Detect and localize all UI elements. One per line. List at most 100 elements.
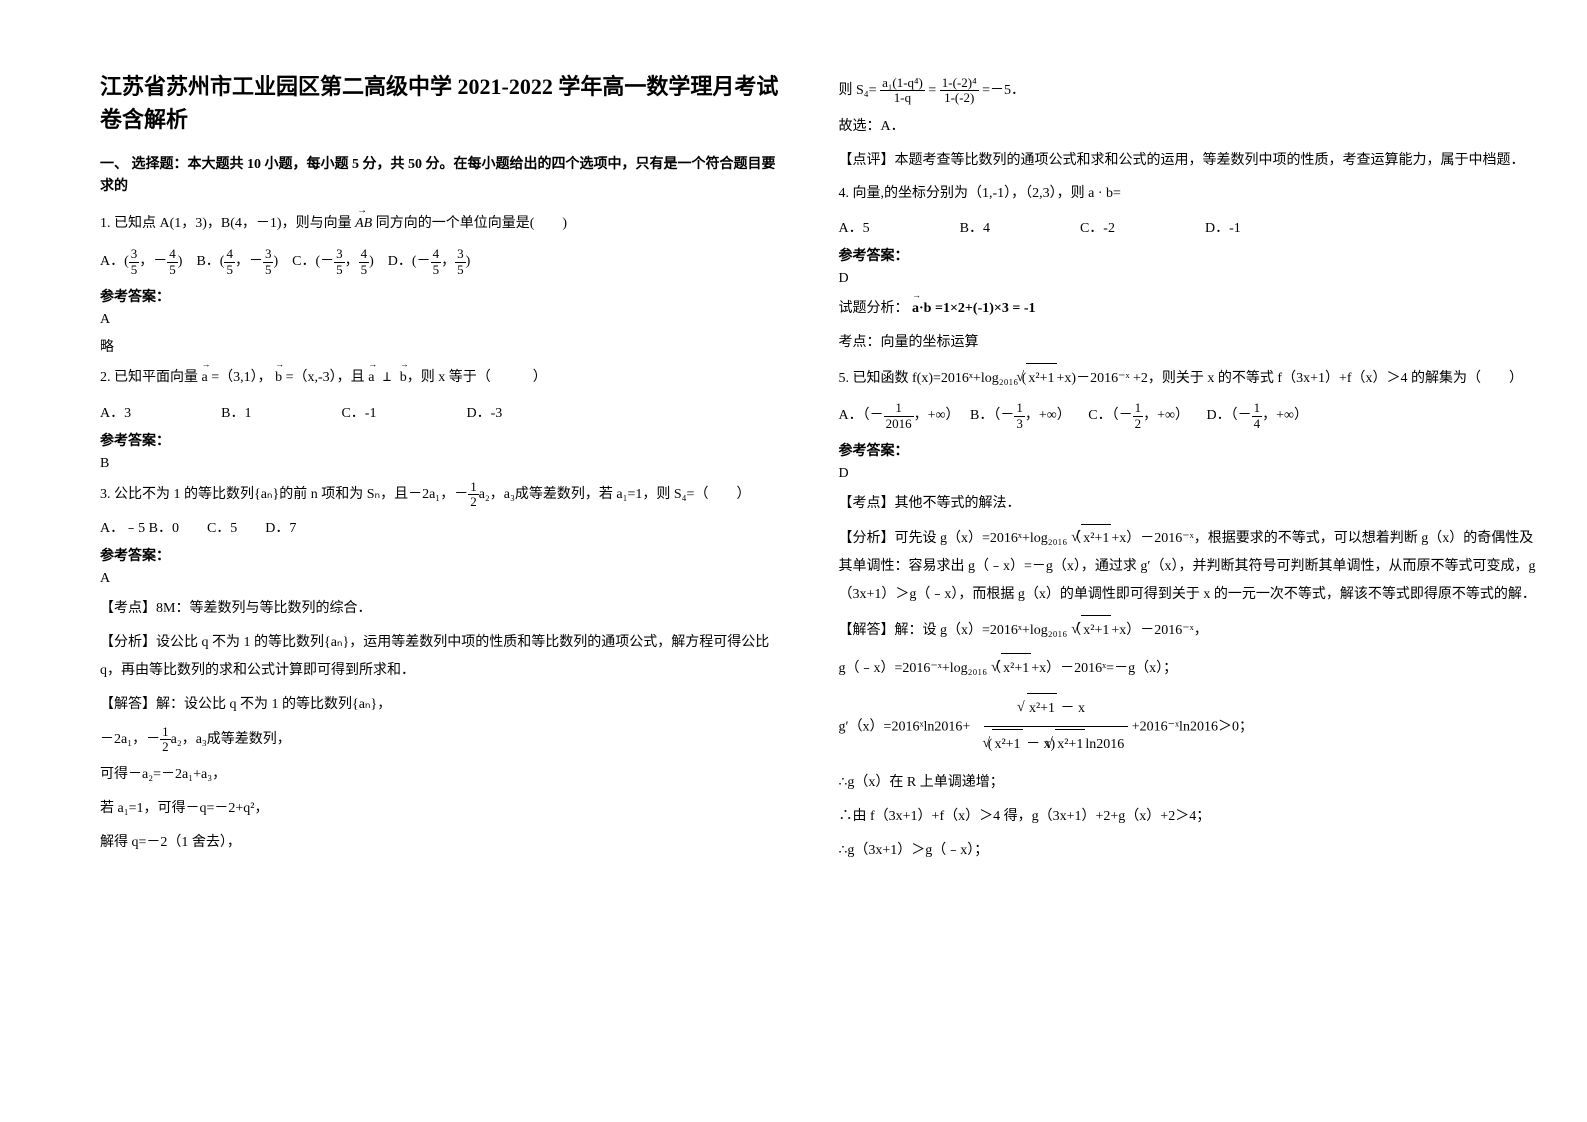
q1-stem: 1. 已知点 A(1，3)，B(4，－1)，则与向量: [100, 216, 352, 231]
frac-den: 5: [334, 263, 345, 277]
q1-stem-tail: 同方向的一个单位向量是( ): [376, 216, 567, 231]
q4-answer: D: [839, 271, 1538, 287]
frac-den: 5: [263, 263, 274, 277]
txt: ln2016: [1085, 737, 1124, 752]
vec-ab-dot: a·b: [912, 295, 931, 323]
answer-label: 参考答案：: [100, 545, 779, 565]
q5-solve-2: g（﹣x）=2016⁻ˣ+log₂₀₁₆（x²+1+x）－2016ˣ=－g（x）…: [839, 653, 1538, 685]
q1-answer: A: [100, 312, 779, 328]
select-a: 故选：A．: [839, 113, 1538, 141]
q5-solve-4: ∴g（x）在 R 上单调递增；: [839, 769, 1538, 797]
frac-den: 5: [431, 263, 442, 277]
eq: =（3,1），: [208, 370, 272, 385]
frac-num: 4: [431, 247, 442, 262]
txt: =－5．: [982, 83, 1025, 98]
q3-solve-1: 【解答】解：设公比 q 不为 1 的等比数列{aₙ}，: [100, 691, 779, 719]
frac-num: 1: [160, 725, 171, 740]
q1-optA-pre: A．(: [100, 254, 129, 269]
txt: 5. 已知函数: [839, 371, 909, 386]
frac-den: 5: [455, 263, 466, 277]
vec-a: a: [202, 365, 208, 392]
txt: +2016⁻ˣln2016＞0；: [1132, 719, 1253, 734]
frac-num: 4: [224, 247, 235, 262]
txt: g′（x）=2016ˣln2016+: [839, 719, 971, 734]
frac-den: (x²+1 － x)x²+1ln2016: [984, 727, 1128, 763]
left-column: 江苏省苏州市工业园区第二高级中学 2021-2022 学年高一数学理月考试卷含解…: [100, 70, 819, 1092]
q5-options: A．（－12016，+∞） B．（－13，+∞） C．（－12，+∞） D．（－…: [839, 401, 1538, 432]
frac-num: 3: [263, 247, 274, 262]
option-d: D．-3: [466, 402, 502, 422]
sqrt-expr: x²+1: [1001, 653, 1031, 685]
q3-solve-3: 可得－a₂=－2a₁+a₃，: [100, 761, 779, 789]
q2-tail: ，则 x 等于（ ）: [407, 370, 547, 385]
sep: ，－: [139, 254, 167, 269]
q3-answer: A: [100, 571, 779, 587]
q3-solve-2: －2a₁，－12a₂，a₃成等差数列，: [100, 725, 779, 756]
txt: a₂，a₃成等差数列，: [171, 732, 291, 747]
frac-den: 5: [129, 263, 140, 277]
frac-num: 1: [1252, 401, 1263, 416]
txt: g（﹣x）=2016⁻ˣ+log₂₀₁₆（: [839, 661, 1002, 676]
q5-solve-5: ∴由 f（3x+1）+f（x）＞4 得，g（3x+1）+2+g（x）+2＞4；: [839, 803, 1538, 831]
option-b: B．1: [221, 402, 251, 422]
q2-answer: B: [100, 456, 779, 472]
txt: 试题分析：: [839, 301, 909, 316]
sep: ): [466, 254, 471, 269]
question-2: 2. 已知平面向量 a =（3,1）， b =（x,-3），且 a ⊥ b，则 …: [100, 364, 779, 392]
sep: ，: [345, 254, 359, 269]
frac-den: 3: [1014, 417, 1025, 431]
q2-options: A．3 B．1 C．-1 D．-3: [100, 402, 779, 422]
txt: ，+∞）: [1262, 408, 1308, 423]
frac-den: 5: [359, 263, 370, 277]
frac-den: 2: [1133, 417, 1144, 431]
q5-answer: D: [839, 466, 1538, 482]
sqrt-expr: x²+1: [1081, 524, 1111, 553]
option-d: D．-1: [1205, 217, 1241, 237]
txt: +x）－2016⁻ˣ，: [1111, 623, 1207, 638]
frac-num: 3: [455, 247, 466, 262]
frac-num: 3: [334, 247, 345, 262]
question-1: 1. 已知点 A(1，3)，B(4，－1)，则与向量 AB 同方向的一个单位向量…: [100, 211, 779, 238]
frac-num: x²+1 － x: [984, 691, 1128, 728]
s4-formula: 则 S₄= a₁(1-q⁴)1-q = 1-(-2)⁴1-(-2) =－5．: [839, 76, 1538, 107]
sqrt-expr: x²+1: [1055, 729, 1085, 761]
txt: －2a₁，－: [100, 732, 160, 747]
answer-label: 参考答案：: [839, 440, 1538, 460]
q3-solve-4: 若 a₁=1，可得－q=－2+q²，: [100, 795, 779, 823]
eq: =: [928, 83, 939, 98]
sep: ，－: [235, 254, 263, 269]
frac-den: 1-(-2): [940, 91, 979, 105]
txt: +2，则关于 x 的不等式 f（3x+1）+f（x）＞4 的解集为（ ）: [1133, 371, 1523, 386]
q3-pre: 3. 公比不为 1 的等比数列{aₙ}的前 n 项和为 Sₙ，且－2a₁，－: [100, 487, 468, 502]
q3-solve-5: 解得 q=－2（1 舍去），: [100, 829, 779, 857]
q5-solve-1: 【解答】解：设 g（x）=2016ˣ+log₂₀₁₆（x²+1+x）－2016⁻…: [839, 615, 1538, 647]
txt: =1×2+(-1)×3 = -1: [931, 301, 1035, 316]
q2-pre: 2. 已知平面向量: [100, 370, 198, 385]
sqrt-expr: x²+1: [1026, 363, 1056, 395]
perp-symbol: ⊥: [374, 369, 399, 385]
q4-keypoint: 考点：向量的坐标运算: [839, 329, 1538, 357]
vector-AB: AB: [355, 211, 372, 238]
option-b: B．4: [960, 217, 990, 237]
txt: ，+∞）: [1025, 408, 1071, 423]
q5-keypoint: 【考点】其他不等式的解法．: [839, 490, 1538, 518]
txt: C．（－: [1088, 408, 1132, 423]
sqrt-expr: x²+1: [1081, 615, 1111, 647]
frac-den: 2016: [884, 417, 914, 431]
frac-num: 4: [167, 247, 178, 262]
sep: ) B．(: [178, 254, 225, 269]
question-5: 5. 已知函数 f(x)=2016ˣ+log₂₀₁₆ (x²+1+x)－2016…: [839, 363, 1538, 395]
frac-den: 4: [1252, 417, 1263, 431]
option-c: C．-2: [1080, 217, 1115, 237]
frac-num: 4: [359, 247, 370, 262]
frac-den: 1-q: [880, 91, 925, 105]
q3-analysis: 【分析】设公比 q 不为 1 的等比数列{aₙ}，运用等差数列中项的性质和等比数…: [100, 629, 779, 685]
q1-note: 略: [100, 336, 779, 356]
option-a: A．5: [839, 217, 870, 237]
question-4: 4. 向量,的坐标分别为（1,-1），（2,3），则 a · b=: [839, 181, 1538, 208]
frac-num: 1-(-2)⁴: [940, 76, 979, 91]
frac-num: 1: [1133, 401, 1144, 416]
section-header: 一、 选择题：本大题共 10 小题，每小题 5 分，共 50 分。在每小题给出的…: [100, 154, 779, 199]
sep: ，: [441, 254, 455, 269]
frac-num: 1: [884, 401, 914, 416]
